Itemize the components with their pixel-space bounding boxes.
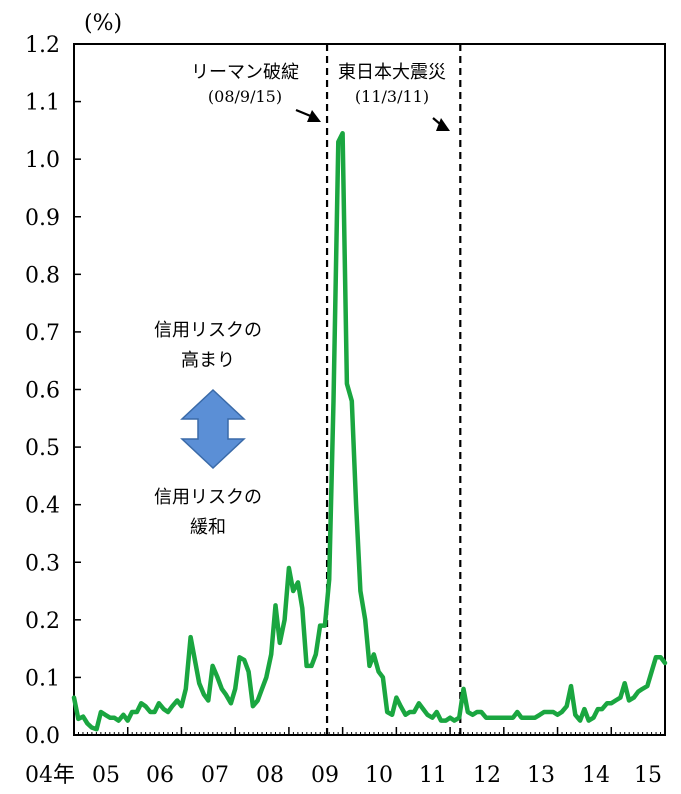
x-tick-label: 06 bbox=[146, 763, 174, 788]
event-label-lehman: リーマン破綻 bbox=[191, 62, 299, 83]
series-layer bbox=[71, 131, 668, 732]
y-unit-label: (%) bbox=[84, 11, 122, 36]
y-tick-label: 1.0 bbox=[25, 148, 60, 173]
y-tick-label: 1.2 bbox=[25, 33, 60, 58]
event-date-lehman: (08/9/15) bbox=[208, 87, 282, 106]
x-tick-label: 11 bbox=[419, 763, 447, 788]
x-axis: 04年 05 06 07 08 09 10 11 12 13 14 15 bbox=[25, 727, 666, 788]
y-tick-label: 0.8 bbox=[25, 263, 60, 288]
x-tick-label: 12 bbox=[473, 763, 501, 788]
x-tick-label: 08 bbox=[256, 763, 284, 788]
y-tick-label: 0.6 bbox=[25, 379, 60, 404]
y-tick-label: 0.5 bbox=[25, 436, 60, 461]
y-tick-label: 1.1 bbox=[25, 91, 60, 116]
plot-frame bbox=[73, 43, 666, 736]
y-tick-label: 0.0 bbox=[25, 724, 60, 749]
y-tick-label: 0.2 bbox=[25, 609, 60, 634]
risk-down-text-2: 緩和 bbox=[190, 517, 226, 538]
y-tick-label: 0.3 bbox=[25, 551, 60, 576]
series-line bbox=[71, 131, 668, 732]
y-tick-label: 0.4 bbox=[25, 494, 60, 519]
x-tick-label: 07 bbox=[201, 763, 229, 788]
pointer-arrow-lehman bbox=[295, 108, 321, 122]
x-tick-label: 14 bbox=[582, 763, 610, 788]
x-tick-label: 10 bbox=[365, 763, 393, 788]
x-tick-label: 13 bbox=[527, 763, 555, 788]
event-date-earthquake: (11/3/11) bbox=[355, 87, 429, 106]
y-tick-label: 0.1 bbox=[25, 666, 60, 691]
y-tick-label: 0.7 bbox=[25, 321, 60, 346]
risk-down-text-1: 信用リスクの bbox=[154, 487, 262, 508]
pointer-arrow-earthquake bbox=[432, 117, 450, 131]
risk-up-text-1: 信用リスクの bbox=[154, 320, 262, 341]
double-arrow-icon bbox=[180, 388, 246, 470]
x-tick-label: 09 bbox=[311, 763, 339, 788]
x-tick-label: 04年 bbox=[25, 763, 75, 788]
y-axis: 0.0 0.1 0.2 0.3 0.4 0.5 0.6 0.7 0.8 0.9 1.0 1.1 1.2 bbox=[25, 33, 81, 749]
risk-up-text-2: 高まり bbox=[181, 350, 235, 371]
y-tick-label: 0.9 bbox=[25, 206, 60, 231]
event-label-earthquake: 東日本大震災 bbox=[338, 62, 446, 83]
x-tick-label: 15 bbox=[634, 763, 662, 788]
x-tick-label: 05 bbox=[92, 763, 120, 788]
